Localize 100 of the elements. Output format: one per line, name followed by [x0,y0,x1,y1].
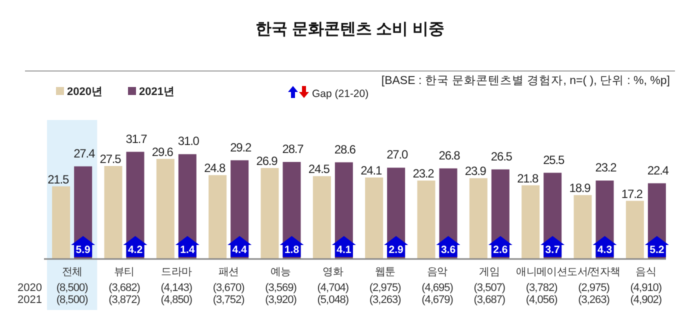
data-label: 22.4 [647,163,670,178]
data-label: 26.5 [490,149,513,164]
x-tick-label: 애니메이션 [516,266,568,278]
annotation: 5.9 [76,244,91,256]
text: (4,679) [422,294,453,306]
gap-arrow: 3.7 [540,236,565,257]
x-tick-label: 음식 [636,266,656,278]
x-tick-label: 패션 [218,266,239,278]
annotation: 4.2 [128,244,143,256]
text: (4,695) [422,282,453,294]
legend-label: 2020년 [67,86,102,98]
annotation: 3.6 [440,244,456,256]
annotation: 1.4 [180,244,195,256]
data-label: 21.5 [48,172,70,186]
text: (8,500) [56,294,88,306]
bar [208,175,227,259]
text: (3,687) [474,294,506,306]
annotation: 1.8 [284,244,300,256]
annotation: 4.3 [597,244,612,256]
x-tick-label: 게임 [479,266,500,278]
gap-arrow: 1.8 [280,236,304,257]
data-label: 31.7 [126,132,148,146]
gap-arrow: 4.2 [123,236,148,257]
text: (3,782) [526,282,558,294]
text: (4,056) [526,294,558,306]
text: 2021 [18,294,42,306]
text: (3,263) [369,294,401,306]
gap-arrow: 2.9 [384,236,408,257]
text: (3,263) [578,294,610,306]
bar [312,176,331,259]
bar [574,195,592,259]
gap-arrow: 4.3 [592,236,617,257]
text: (4,704) [317,282,349,294]
bar [365,178,384,259]
data-label: 23.2 [595,160,618,175]
chart-title: 한국 문화콘텐츠 소비 비중 [255,21,445,38]
data-label: 26.8 [438,148,461,162]
text: (3,569) [265,282,296,294]
gap-arrow: 5.2 [644,236,669,257]
x-tick-label: 웹툰 [374,266,396,278]
data-label: 29.6 [152,144,174,159]
gap-arrow: 1.4 [175,236,200,257]
data-label: 24.5 [308,162,330,176]
data-label: 23.2 [412,166,435,181]
data-label: 29.2 [230,140,252,154]
text: (8,500) [56,282,88,294]
gap-arrow: 5.9 [71,236,96,257]
bar [522,185,540,259]
gap-legend: Gap (21-20) [288,86,369,100]
text: (4,902) [630,294,662,306]
text: (4,850) [160,294,192,306]
data-label: 24.1 [360,164,382,178]
text: (5,048) [317,294,349,306]
data-label: 18.9 [569,181,592,196]
data-label: 27.5 [100,152,122,166]
text: (3,872) [108,294,140,306]
bar [626,200,644,259]
data-label: 17.2 [621,186,644,201]
data-label: 21.8 [517,171,539,186]
text: (4,910) [630,282,662,294]
text: (3,752) [212,294,244,306]
data-label: 24.8 [204,161,226,176]
data-label: 27.4 [74,146,96,160]
annotation: 5.2 [650,244,664,256]
text: (4,143) [160,282,192,294]
annotation: 3.7 [545,244,560,256]
annotation: 4.1 [336,244,352,256]
x-tick-label: 음악 [427,266,448,278]
text: (3,920) [265,294,296,306]
x-tick-label: 도서/전자책 [567,266,620,278]
text: (2,975) [369,282,401,294]
annotation: 4.4 [232,244,248,256]
gap-arrow: 4.1 [332,236,356,257]
data-label: 27.0 [386,148,408,162]
x-tick-label: 영화 [322,266,344,278]
annotation: 2.6 [493,244,508,256]
gap-arrow: 2.6 [488,236,512,257]
bar [469,178,488,259]
text: 2020 [18,282,42,294]
x-tick-label: 뷰티 [114,266,134,278]
bar [52,186,70,259]
text: [BASE : 한국 문화콘텐츠별 경험자, n=( ), 단위 : %, %p] [381,75,670,87]
data-label: 31.0 [178,134,200,148]
data-label: 28.6 [334,142,356,156]
data-label: 28.7 [282,142,304,156]
x-tick-label: 전체 [62,266,82,278]
data-label: 26.9 [256,154,278,168]
bar [156,158,174,259]
text: (3,670) [212,282,244,294]
bar [417,180,436,259]
text: (3,682) [108,282,140,294]
text: (3,507) [474,282,506,294]
bar [104,166,122,259]
annotation: 2.9 [388,244,404,256]
data-label: 23.9 [464,164,487,178]
text: (2,975) [578,282,610,294]
data-label: 25.5 [543,152,565,167]
legend-label: 2021년 [139,86,174,98]
x-tick-label: 예능 [270,266,292,278]
gap-arrow: 4.4 [228,236,252,257]
